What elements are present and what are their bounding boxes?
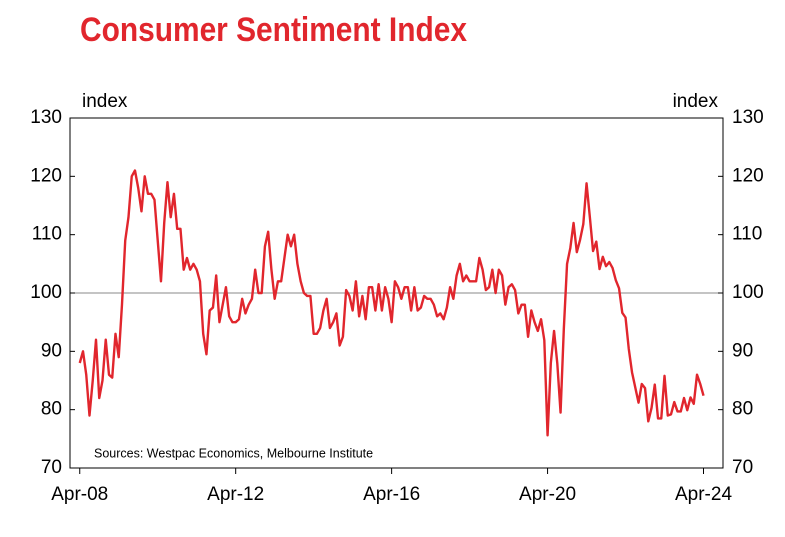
y-tick-label: 100: [30, 282, 62, 303]
data-line: [78, 169, 705, 437]
y2-tick-label: 110: [732, 224, 762, 245]
y2-tick-label: 120: [732, 165, 764, 186]
y2-tick-label: 80: [732, 399, 753, 420]
y-tick-label: 110: [32, 224, 62, 245]
source-note: Sources: Westpac Economics, Melbourne In…: [94, 446, 373, 460]
y2-tick-label: 130: [732, 107, 764, 128]
y2-tick-label: 100: [732, 282, 764, 303]
y-tick-label: 80: [41, 399, 62, 420]
x-tick-label: Apr-20: [519, 484, 576, 505]
chart-title: Consumer Sentiment Index: [80, 11, 467, 49]
y-tick-label: 70: [41, 457, 62, 478]
x-tick-label: Apr-12: [207, 484, 264, 505]
x-tick-label: Apr-24: [675, 484, 732, 505]
y2-axis-label: index: [673, 91, 719, 112]
y-axis-label: index: [82, 91, 128, 112]
y-tick-label: 130: [30, 107, 62, 128]
x-tick-label: Apr-08: [51, 484, 108, 505]
y2-tick-label: 70: [732, 457, 753, 478]
y2-tick-label: 90: [732, 340, 753, 361]
y-tick-label: 120: [30, 165, 62, 186]
y-tick-label: 90: [41, 340, 62, 361]
x-tick-label: Apr-16: [363, 484, 420, 505]
